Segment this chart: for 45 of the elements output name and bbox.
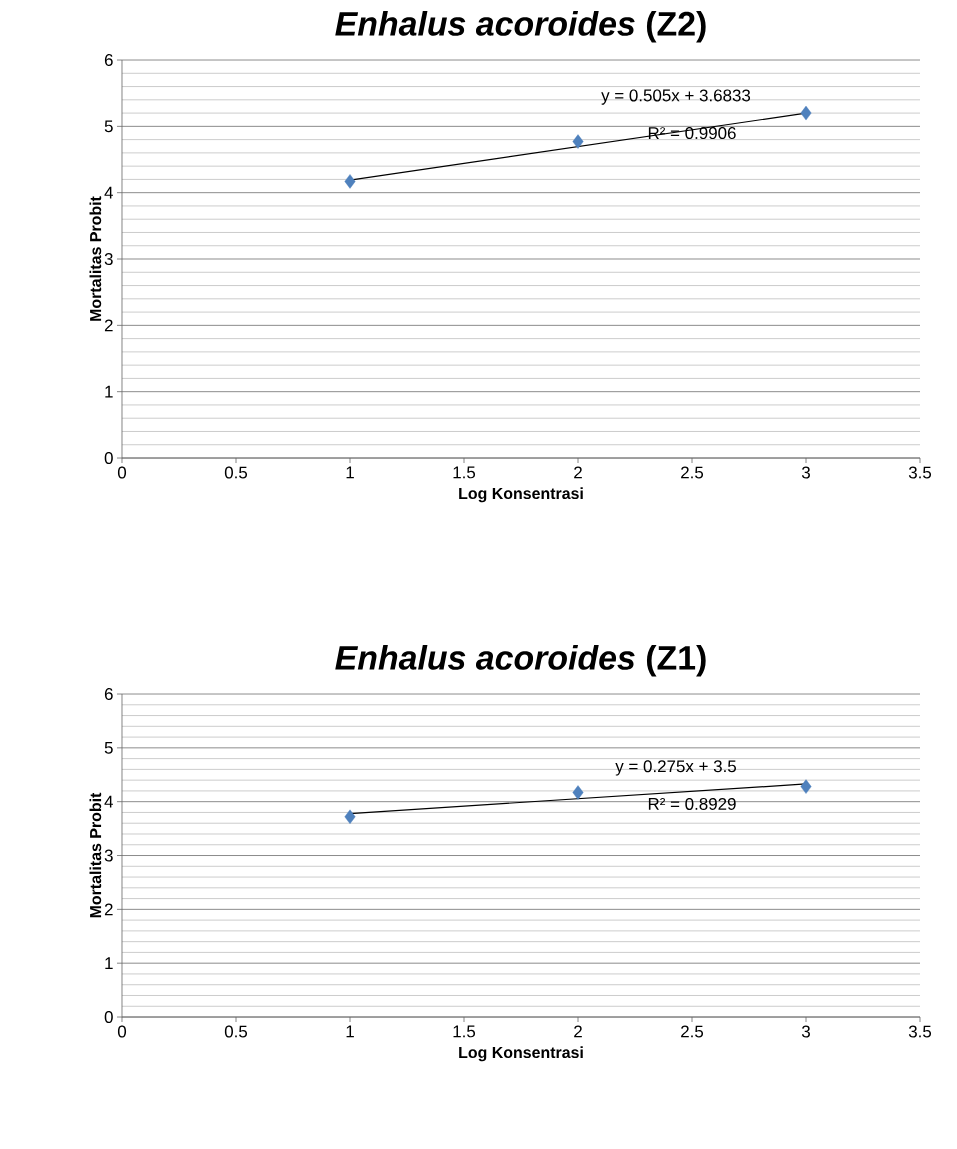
x-tick-label: 2 <box>574 466 582 479</box>
annotation: y = 0.505x + 3.6833 <box>601 89 751 105</box>
y-tick-label: 1 <box>105 385 113 398</box>
annotation: y = 0.275x + 3.5 <box>615 760 737 776</box>
x-tick-label: 3.5 <box>908 466 932 479</box>
y-tick-label: 6 <box>104 688 113 701</box>
x-tick-label: 1.5 <box>453 466 476 479</box>
y-tick-label: 5 <box>104 120 113 133</box>
y-tick-label: 5 <box>104 741 113 754</box>
y-tick-label: 3 <box>104 253 113 266</box>
x-tick-label: 0.5 <box>224 466 248 479</box>
x-tick-label: 3.5 <box>908 1025 932 1038</box>
annotation: R² = 0.8929 <box>648 797 736 810</box>
point <box>344 174 356 189</box>
y-tick-label: 4 <box>104 186 113 199</box>
y-tick-label: 2 <box>104 903 113 916</box>
y-tick-label: 4 <box>104 795 113 808</box>
point <box>800 105 812 121</box>
point <box>800 779 812 794</box>
y-tick-label: 3 <box>104 849 113 862</box>
x-tick-label: 0.5 <box>224 1025 248 1038</box>
point <box>572 134 584 149</box>
x-tick-label: 2 <box>574 1025 582 1038</box>
x-tick-label: 3 <box>801 466 810 479</box>
y-tick-label: 0 <box>104 452 113 465</box>
y-tick-label: 6 <box>104 54 113 67</box>
x-tick-label: 3 <box>801 1025 810 1038</box>
chart-title: Enhalus acoroides (Z1) <box>335 644 706 677</box>
x-tick-label: 2.5 <box>681 466 704 479</box>
chart-title: Enhalus acoroides (Z2) <box>335 10 706 43</box>
y-tick-label: 0 <box>104 1011 113 1024</box>
x-tick-label: 0 <box>117 1025 127 1038</box>
x-tick-label: 1 <box>346 466 354 479</box>
point <box>344 809 356 824</box>
y-tick-label: 1 <box>105 957 113 970</box>
x-tick-label: 0 <box>117 466 127 479</box>
x-tick-label: 1 <box>346 1025 354 1038</box>
y-axis-title: Mortalitas Probit <box>89 196 102 321</box>
x-tick-label: 1.5 <box>453 1025 476 1038</box>
y-tick-label: 2 <box>104 319 113 332</box>
point <box>572 785 584 800</box>
x-tick-label: 2.5 <box>681 1025 704 1038</box>
x-axis-title: Log Konsentrasi <box>459 1046 583 1062</box>
y-axis-title: Mortalitas Probit <box>89 792 102 918</box>
x-axis-title: Log Konsentrasi <box>459 487 583 503</box>
